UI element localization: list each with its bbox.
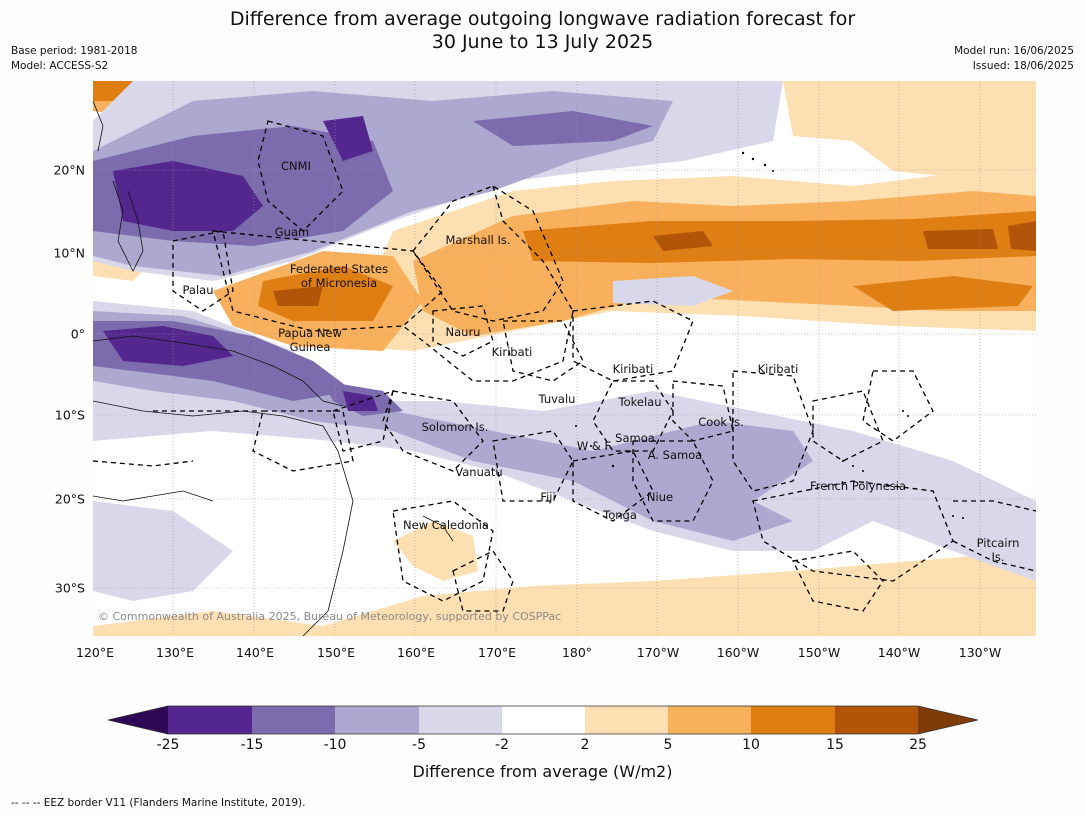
place-label-cnmi: CNMI <box>281 159 311 173</box>
place-label-french-polynesia: French Polynesia <box>809 479 907 493</box>
colorbar-segment <box>168 706 252 734</box>
small-islands <box>575 151 964 519</box>
issued-date: Issued: 18/06/2025 <box>972 60 1074 72</box>
meta-left: Base period: 1981-2018 Model: ACCESS-S2 <box>11 44 137 74</box>
place-label-solomon-is: Solomon Is. <box>421 420 489 434</box>
colorbar-segment <box>835 706 918 734</box>
colorbar-label: Difference from average (W/m2) <box>412 762 673 781</box>
colorbar-min-arrow <box>108 706 168 734</box>
colorbar-segment <box>751 706 835 734</box>
colorbar-outline <box>108 705 978 735</box>
colorbar-tick: 15 <box>826 737 844 753</box>
lat-label-10s: 10°S <box>54 407 85 423</box>
colorbar-tick: -15 <box>240 737 264 753</box>
map-svg <box>93 81 1036 636</box>
colorbar-tick: 25 <box>909 737 927 753</box>
lon-label-160e: 160°E <box>396 645 436 660</box>
lat-label-20n: 20°N <box>53 162 85 178</box>
place-label-kiribati-east: Kiribati <box>757 362 799 376</box>
place-label-fsm-line2: of Micronesia <box>300 276 378 290</box>
lon-label-130e: 130°E <box>155 645 195 660</box>
colorbar-tick: -5 <box>412 737 426 753</box>
place-label-png-line1: Papua New <box>278 326 342 340</box>
lat-label-30s: 30°S <box>54 580 85 596</box>
eez-borders <box>93 120 1036 612</box>
lon-label-150w: 150°W <box>797 645 841 660</box>
place-label-american-samoa: A. Samoa <box>647 448 703 462</box>
lon-label-180: 180° <box>561 645 593 660</box>
colorbar-tick: -25 <box>156 737 180 753</box>
model-run: Model run: 16/06/2025 <box>954 45 1074 57</box>
place-label-pitcairn-line1: Pitcairn <box>976 536 1020 550</box>
coastlines <box>93 100 454 636</box>
place-label-palau: Palau <box>182 283 214 297</box>
place-label-kiribati-west: Kiribati <box>491 345 533 359</box>
colorbar-segment <box>335 706 419 734</box>
model-name: Model: ACCESS-S2 <box>11 60 109 72</box>
colorbar-segment <box>585 706 668 734</box>
colorbar-tick: -2 <box>495 737 509 753</box>
forecast-map <box>93 81 1036 636</box>
colorbar-tick: 2 <box>580 737 590 753</box>
title-line-2: 30 June to 13 July 2025 <box>431 31 654 53</box>
lat-label-20s: 20°S <box>54 491 85 507</box>
place-label-vanuatu: Vanuatu <box>455 465 503 479</box>
colorbar <box>108 705 978 735</box>
place-label-marshall-is: Marshall Is. <box>445 233 511 247</box>
eez-footnote: -- -- -- EEZ border V11 (Flanders Marine… <box>11 797 306 809</box>
colorbar-tick: 5 <box>663 737 673 753</box>
place-label-png-line2: Guinea <box>289 340 331 354</box>
colorbar-segment <box>668 706 751 734</box>
place-label-fiji: Fiji <box>540 490 556 504</box>
lon-label-120e: 120°E <box>75 645 115 660</box>
place-label-guam: Guam <box>274 225 310 239</box>
place-label-niue: Niue <box>646 490 674 504</box>
colorbar-segment <box>502 706 585 734</box>
place-label-tuvalu: Tuvalu <box>538 392 576 406</box>
lon-label-170w: 170°W <box>636 645 680 660</box>
place-label-samoa: Samoa <box>615 431 655 445</box>
place-label-tonga: Tonga <box>603 508 637 522</box>
place-label-pitcairn-line2: Is. <box>991 550 1005 564</box>
place-label-new-caledonia: New Caledonia <box>403 518 489 532</box>
lon-label-130w: 130°W <box>958 645 1002 660</box>
chart-title: Difference from average outgoing longwav… <box>0 8 1085 54</box>
place-label-wallis-futuna: W & F <box>576 439 612 453</box>
lon-label-140e: 140°E <box>235 645 275 660</box>
colorbar-segment <box>419 706 502 734</box>
copyright-notice: © Commonwealth of Australia 2025, Bureau… <box>98 610 562 623</box>
place-label-tokelau: Tokelau <box>618 395 662 409</box>
lon-label-160w: 160°W <box>716 645 760 660</box>
colorbar-segment <box>252 706 335 734</box>
graticule <box>93 81 1036 636</box>
base-period: Base period: 1981-2018 <box>11 45 138 57</box>
positive-anomaly-strongest <box>273 221 1036 306</box>
lat-label-0: 0° <box>70 326 85 342</box>
place-label-kiribati-central: Kiribati <box>612 362 654 376</box>
lon-label-150e: 150°E <box>316 645 356 660</box>
place-label-cook-is: Cook Is. <box>698 415 744 429</box>
title-line-1: Difference from average outgoing longwav… <box>229 8 856 30</box>
lat-label-10n: 10°N <box>53 245 85 261</box>
meta-right: Model run: 16/06/2025 Issued: 18/06/2025 <box>954 44 1074 74</box>
place-label-fsm-line1: Federated States <box>289 262 389 276</box>
place-label-nauru: Nauru <box>445 325 481 339</box>
lon-label-170e: 170°E <box>477 645 517 660</box>
colorbar-tick: -10 <box>323 737 347 753</box>
lon-label-140w: 140°W <box>877 645 921 660</box>
colorbar-max-arrow <box>918 706 978 734</box>
colorbar-tick: 10 <box>742 737 760 753</box>
